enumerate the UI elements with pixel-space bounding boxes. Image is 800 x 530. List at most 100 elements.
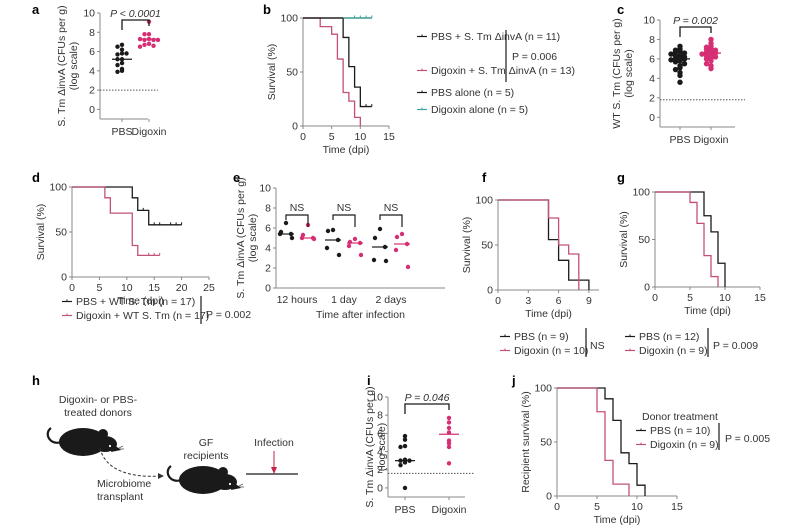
e-x-tick-label: 12 hours [277, 294, 318, 306]
panel-letter-c: c [617, 2, 624, 17]
f-y-axis-label: Survival (%) [461, 217, 473, 274]
i-y-tick-label: 8 [377, 410, 383, 422]
a-x-tick-label: PBS [111, 126, 132, 138]
c-data-point-digoxin [712, 54, 719, 60]
i-y-tick-label: 10 [371, 392, 383, 404]
a-data-point-digoxin [151, 43, 156, 48]
e-y-tick-label: 2 [265, 263, 271, 275]
d-y-tick-label: 50 [55, 227, 67, 239]
c-y-axis-label: WT S. Tm (CFUs per g)(log scale) [611, 18, 635, 128]
e-y-axis-label-line: (log scale) [247, 214, 259, 262]
e-ns-label: NS [290, 202, 305, 214]
i-data-point-digoxin [446, 441, 452, 446]
e-significance-bracket [285, 214, 309, 227]
i-data-point-digoxin [446, 430, 452, 435]
d-x-tick-label: 0 [69, 282, 75, 294]
e-x-tick-label: 1 day [331, 294, 357, 306]
c-y-tick-label: 6 [649, 53, 655, 65]
c-data-point-digoxin [703, 56, 710, 62]
e-x-axis-label: Time after infection [316, 309, 405, 321]
donor-mouse-icon [46, 427, 124, 456]
panel-letter-j: j [511, 373, 516, 388]
g-y-tick-label: 0 [644, 282, 650, 294]
transplant-label-line1: Microbiome [97, 478, 151, 490]
i-data-point-digoxin [446, 420, 452, 425]
f-x-tick-label: 0 [495, 295, 501, 307]
a-data-point-digoxin [142, 32, 147, 37]
e-data-point-pbs [283, 220, 289, 226]
c-data-point-pbs [677, 48, 683, 54]
g-y-axis-label: Survival (%) [618, 211, 630, 268]
e-data-point-digoxin [399, 231, 405, 237]
i-data-point-pbs [398, 444, 403, 450]
c-data-point-pbs [672, 49, 679, 55]
g-x-tick-label: 0 [652, 292, 658, 304]
panel-letter-i: i [367, 373, 371, 388]
f-y-tick-label: 50 [481, 240, 493, 252]
panel-letter-g: g [617, 170, 625, 185]
e-y-tick-label: 4 [265, 243, 271, 255]
legend-item: PBS (n = 9) [514, 331, 569, 343]
a-y-tick-label: 4 [89, 65, 95, 77]
f-y-tick-label: 0 [487, 285, 493, 297]
b-y-tick-label: 0 [292, 121, 298, 133]
c-y-axis-label-line: WT S. Tm (CFUs per g) [611, 18, 623, 128]
i-y-tick-label: 0 [377, 482, 383, 494]
e-ns-label: NS [337, 202, 352, 214]
e-y-tick-label: 6 [265, 223, 271, 235]
a-y-tick-label: 0 [89, 104, 95, 116]
infection-arrowhead [271, 467, 277, 474]
a-x-tick-label: Digoxin [131, 126, 166, 138]
e-data-point-digoxin [358, 252, 364, 258]
e-data-point-pbs [325, 228, 331, 234]
a-data-point-pbs [119, 51, 125, 56]
j-x-tick-label: 0 [554, 501, 560, 513]
a-y-tick-label: 10 [83, 8, 95, 20]
c-y-tick-label: 2 [649, 92, 655, 104]
i-data-point-pbs [402, 485, 408, 491]
e-data-point-digoxin [393, 247, 399, 253]
c-data-point-pbs [681, 61, 688, 67]
legend-item: Digoxin (n = 10) [514, 345, 588, 357]
e-ns-label: NS [384, 202, 399, 214]
i-x-tick-label: Digoxin [431, 504, 466, 516]
d-x-tick-label: 10 [121, 282, 133, 294]
d-x-tick-label: 15 [148, 282, 160, 294]
legend-p-value: P = 0.009 [713, 340, 758, 352]
a-data-point-pbs [119, 60, 125, 66]
legend-item: PBS (n = 12) [639, 331, 699, 343]
c-data-point-digoxin [708, 58, 714, 64]
i-data-point-pbs [402, 460, 408, 465]
e-data-point-pbs [324, 245, 330, 251]
i-y-tick-label: 4 [377, 446, 383, 458]
a-y-axis-label-line: S. Tm ΔinvA (CFUs per g) [56, 5, 68, 126]
j-y-tick-label: 50 [540, 437, 552, 449]
panel-letter-b: b [263, 2, 271, 17]
legend-title: Donor treatment [642, 411, 718, 423]
g-survival-curve-0 [655, 191, 726, 287]
i-data-point-pbs [398, 462, 403, 468]
g-x-tick-label: 10 [719, 292, 731, 304]
j-x-tick-label: 15 [671, 501, 683, 513]
a-data-point-digoxin [146, 32, 152, 37]
a-data-point-pbs [119, 47, 125, 52]
f-y-tick-label: 100 [475, 195, 493, 207]
e-data-point-pbs [330, 227, 336, 233]
legend-item: Digoxin (n = 9) [639, 345, 708, 357]
i-data-point-digoxin [446, 444, 452, 450]
g-x-tick-label: 15 [754, 292, 766, 304]
i-y-tick-label: 6 [377, 428, 383, 440]
d-survival-curve-1 [72, 186, 160, 257]
donor-label-line2: treated donors [64, 407, 132, 419]
c-data-point-pbs [677, 72, 683, 79]
e-y-tick-label: 10 [259, 183, 271, 195]
a-data-point-digoxin [142, 42, 147, 47]
panel-i: 0 2 4 6 8 10 PBS Digoxin S. Tm ΔinvA (CFUs per g… [364, 386, 475, 516]
j-survival-curve-0 [557, 387, 646, 496]
c-data-point-digoxin [708, 36, 714, 43]
legend-p-value: NS [590, 340, 605, 352]
legend-item: Digoxin (n = 9) [650, 439, 719, 451]
b-y-axis-label: Survival (%) [266, 44, 278, 101]
